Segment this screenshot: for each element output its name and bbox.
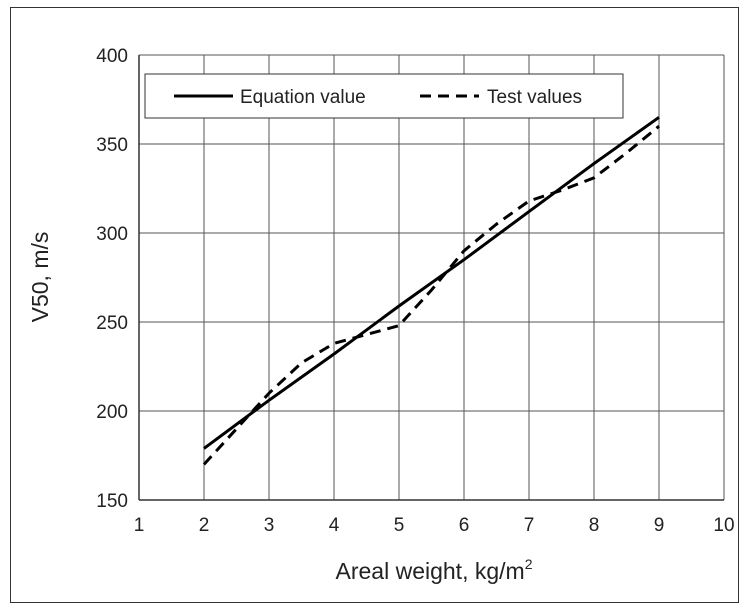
axes	[138, 55, 724, 501]
series-lines	[202, 116, 660, 466]
y-tick-labels: 150 200 250 300 350 400	[96, 46, 128, 512]
x-tick-label-1: 1	[134, 515, 145, 536]
x-tick-label-4: 4	[329, 515, 340, 536]
y-tick-label-200: 200	[96, 402, 128, 423]
y-tick-label-400: 400	[96, 46, 128, 67]
x-axis-title-main: Areal weight, kg/m	[336, 558, 525, 584]
series-line-test-values	[202, 125, 660, 466]
x-tick-label-5: 5	[394, 515, 405, 536]
x-axis-title-superscript: 2	[525, 556, 533, 572]
y-axis-title: V50, m/s	[27, 232, 53, 323]
legend-label-equation: Equation value	[240, 87, 366, 108]
x-tick-label-6: 6	[459, 515, 470, 536]
chart-frame	[10, 7, 739, 603]
grid-lines	[138, 54, 725, 501]
x-tick-label-2: 2	[199, 515, 210, 536]
x-tick-labels: 1 2 3 4 5 6 7 8 9 10	[134, 515, 735, 536]
x-tick-label-7: 7	[524, 515, 535, 536]
x-tick-label-3: 3	[264, 515, 275, 536]
y-tick-label-150: 150	[96, 491, 128, 512]
y-tick-label-300: 300	[96, 224, 128, 245]
y-tick-label-350: 350	[96, 135, 128, 156]
x-tick-label-8: 8	[589, 515, 600, 536]
series-line-equation-value	[203, 116, 660, 450]
legend: Equation value Test values	[144, 73, 624, 119]
legend-label-test: Test values	[487, 87, 582, 108]
x-tick-label-9: 9	[654, 515, 665, 536]
x-tick-label-10: 10	[713, 515, 734, 536]
x-axis-title: Areal weight, kg/m2	[336, 556, 533, 584]
y-tick-label-250: 250	[96, 313, 128, 334]
